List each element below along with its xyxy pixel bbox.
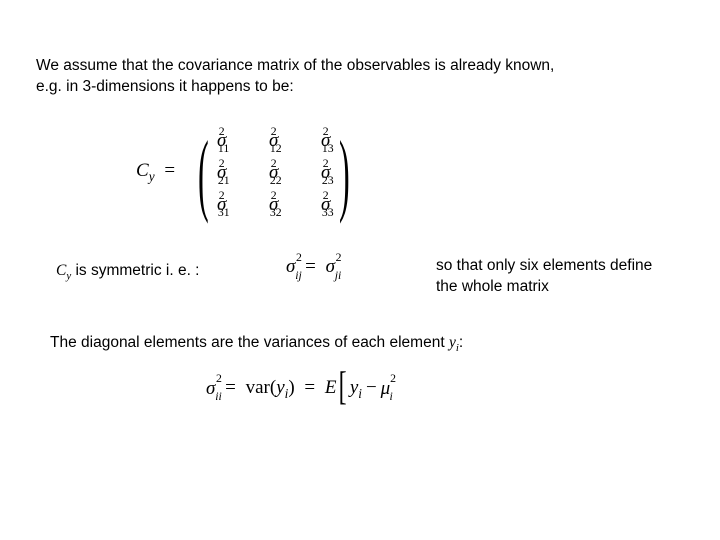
symmetry-note-line-1: so that only six elements define [436,257,652,274]
symmetry-note: so that only six elements define the who… [436,256,684,298]
matrix-cell: σ222 [261,162,287,184]
matrix-cell: σ212 [261,130,287,152]
symmetry-equation: σ2ij = σ2ji [286,256,436,279]
symmetry-symbol: C [56,262,66,279]
matrix-right-paren: ) [339,132,350,214]
matrix-lhs-symbol: C [136,160,149,181]
variance-equation: σ2ii = var(yi) = E[yi−μ2i] [206,374,684,404]
symmetry-note-line-2: the whole matrix [436,278,549,295]
expectation-symbol: E [325,377,337,398]
matrix-cell: σ232 [261,194,287,216]
diagonal-var: y [449,334,456,351]
matrix-cell: σ213 [313,130,339,152]
matrix-cell: σ233 [313,194,339,216]
matrix-grid: σ211 σ212 σ213 σ221 σ222 σ223 σ231 σ232 … [203,126,345,220]
var-label: var [246,377,270,398]
diagonal-text-pre: The diagonal elements are the variances … [50,334,449,351]
symmetry-tail: is symmetric i. e. : [71,262,199,279]
matrix-cell: σ221 [209,162,235,184]
matrix-cell: σ231 [209,194,235,216]
matrix-left-paren: ( [198,132,209,214]
covariance-matrix-equation: Cy = ( σ211 σ212 σ213 σ221 σ222 σ223 σ23… [136,126,684,220]
diagonal-text-post: : [459,334,463,351]
intro-line-1: We assume that the covariance matrix of … [36,57,554,74]
matrix-cell: σ211 [209,130,235,152]
intro-text: We assume that the covariance matrix of … [36,56,684,98]
matrix-lhs-sub: y [149,169,155,184]
symmetry-statement: Cy is symmetric i. e. : [36,256,286,282]
symmetry-row: Cy is symmetric i. e. : σ2ij = σ2ji so t… [36,256,684,298]
diagonal-text: The diagonal elements are the variances … [36,334,684,354]
matrix-cell: σ223 [313,162,339,184]
intro-line-2: e.g. in 3-dimensions it happens to be: [36,78,294,95]
